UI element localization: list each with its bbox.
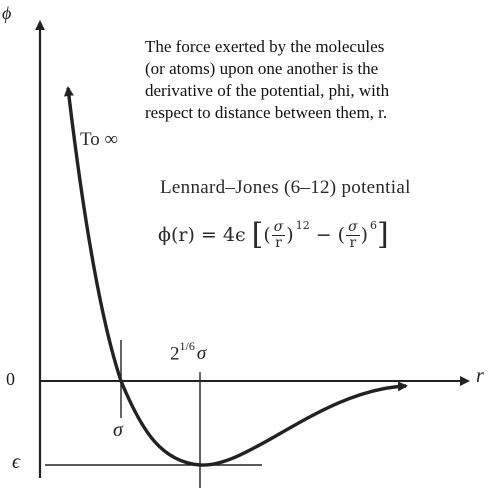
formula-exponent-6: 6 [370, 218, 378, 232]
explanation-note: The force exerted by the molecules (or a… [145, 37, 390, 122]
fraction-denominator: r [275, 234, 282, 251]
lennard-jones-formula: ϕ(r) = 4ϵ [ ( σ r ) 12 − ( σ r ) 6 ] [158, 215, 389, 255]
potential-curve-upper [63, 86, 123, 382]
minimum-sigma: σ [196, 343, 207, 365]
formula-paren-open-1: ( [263, 224, 271, 246]
formula-lhs: ϕ(r) = 4ϵ [158, 224, 246, 246]
fraction-numerator: σ [271, 218, 286, 236]
potential-curve-lower [119, 380, 408, 467]
formula-paren-close-1: ) [286, 224, 294, 246]
formula-bracket-close: ] [377, 217, 389, 252]
potential-title: Lennard–Jones (6–12) potential [160, 177, 411, 198]
minimum-exponent: 1/6 [179, 339, 195, 353]
minimum-base: 2 [170, 343, 180, 365]
formula-bracket-open: [ [251, 217, 264, 252]
epsilon-label: ϵ [12, 451, 21, 473]
sigma-label: σ [113, 419, 123, 441]
formula-paren-open-2: ( [337, 224, 346, 246]
formula-fraction-2: σ r [346, 220, 360, 250]
to-infinity-label: To ∞ [80, 129, 119, 150]
formula-exponent-12: 12 [295, 218, 310, 232]
formula-paren-close-2: ) [360, 224, 369, 246]
r-axis-label: r [476, 365, 484, 387]
formula-fraction-1: σ r [271, 218, 286, 251]
zero-label: 0 [6, 369, 15, 389]
formula-minus: − [315, 224, 332, 246]
minimum-position-label: 21/6 σ [170, 339, 207, 365]
fraction-denominator: r [349, 234, 357, 251]
fraction-numerator: σ [346, 218, 360, 236]
phi-axis-label: ϕ [2, 3, 12, 23]
